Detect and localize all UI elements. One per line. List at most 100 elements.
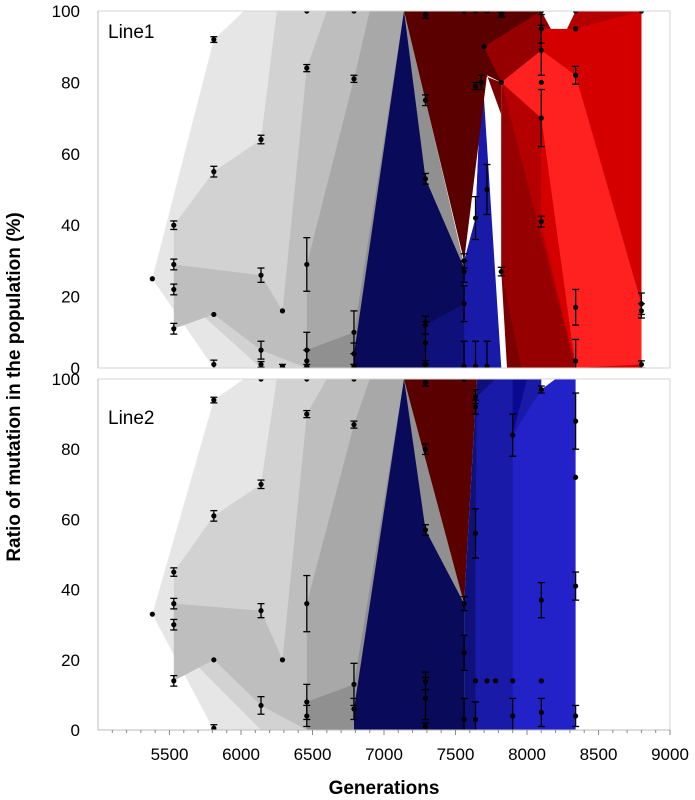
line1-data-point-14 (279, 363, 286, 368)
line2-data-point-45 (538, 678, 544, 684)
line1-data-point-58 (573, 304, 579, 310)
line1-data-point-64 (638, 361, 645, 368)
line1-data-point-18 (304, 358, 310, 364)
line1-data-point-39 (472, 363, 479, 368)
line1-data-point-57 (573, 26, 579, 32)
line1-data-point-11 (258, 347, 264, 353)
line1-data-point-45 (472, 11, 479, 14)
line2-data-point-30 (461, 650, 467, 656)
line2-data-point-50 (573, 713, 579, 719)
line2-data-point-11 (258, 702, 264, 709)
line1-data-point-19 (304, 11, 310, 14)
line2-data-point-2 (171, 601, 177, 607)
line2-data-point-28 (422, 723, 429, 730)
line1-data-point-34 (461, 301, 467, 307)
line2-data-point-22 (351, 379, 357, 382)
line1-data-point-63 (638, 308, 645, 314)
line1-area-layer-5 (354, 11, 465, 368)
line1-data-point-61 (638, 11, 644, 14)
line2-data-point-33 (472, 393, 479, 400)
line2-y-tick-label-5: 100 (52, 370, 80, 389)
line2-data-point-48 (573, 474, 579, 480)
line2-data-point-31 (461, 716, 467, 723)
line2-data-point-40 (510, 432, 516, 438)
line1-data-point-10 (258, 272, 264, 278)
panel-line1: 0 20 40 60 80 100 (52, 2, 671, 378)
panel-line2: 0 20 40 60 80 100 (52, 370, 671, 740)
line1-data-point-24 (351, 11, 357, 14)
line1-data-point-51 (538, 47, 544, 53)
line2-data-point-43 (538, 386, 544, 393)
x-tick-label-3: 7000 (365, 745, 403, 764)
line1-data-point-54 (538, 219, 544, 225)
line1-data-point-49 (498, 11, 504, 14)
line1-data-point-9 (258, 136, 264, 143)
x-tick-label-2: 6500 (294, 745, 332, 764)
x-tick-label-5: 8000 (508, 745, 546, 764)
line2-data-point-35 (472, 530, 479, 537)
line2-area-layer-5 (354, 379, 465, 730)
line2-data-point-44 (538, 597, 544, 603)
line1-data-point-55 (538, 11, 544, 14)
line2-data-point-20 (351, 681, 357, 687)
line2-area-layer-9 (512, 379, 576, 730)
line1-area-layer-13 (501, 50, 642, 368)
line1-data-point-33 (461, 269, 467, 275)
line1-data-point-25 (351, 363, 357, 368)
x-axis-title: Generations (329, 778, 440, 799)
line1-data-point-4 (171, 326, 177, 332)
line2-data-point-46 (538, 709, 544, 716)
line2-data-point-36 (472, 678, 479, 684)
line2-data-point-49 (573, 583, 579, 589)
line2-area-layer-6 (404, 379, 477, 604)
line1-data-point-6 (211, 169, 217, 175)
line1-data-point-35 (461, 363, 467, 368)
line1-data-point-12 (258, 361, 264, 368)
x-tick-label-6: 8500 (580, 745, 618, 764)
line2-data-point-27 (422, 695, 429, 702)
line2-data-point-6 (211, 513, 217, 519)
line1-data-point-3 (171, 286, 177, 293)
line1-area-layer-8 (404, 11, 542, 261)
line2-area-layer-10 (512, 379, 527, 436)
line2-data-point-37 (472, 716, 479, 723)
line2-y-tick-label-2: 40 (61, 581, 80, 600)
line2-data-point-9 (258, 481, 264, 487)
line2-data-point-34 (472, 404, 479, 410)
axes: 5500 6000 6500 7000 7500 8000 8500 9000 (98, 729, 689, 764)
line2-data-point-16 (304, 699, 310, 705)
line1-data-point-27 (422, 97, 429, 103)
line1-y-tick-label-5: 100 (52, 2, 80, 21)
line2-data-point-32 (461, 379, 467, 382)
line2-data-point-13 (279, 657, 286, 663)
line1-data-point-15 (304, 65, 310, 71)
line2-data-point-10 (258, 608, 264, 614)
line1-data-point-26 (422, 11, 429, 18)
line1-data-point-43 (484, 363, 490, 368)
line1-data-point-21 (351, 76, 357, 82)
line1-data-point-5 (211, 36, 217, 43)
line2-data-point-24 (422, 446, 429, 452)
line2-data-point-12 (258, 379, 264, 382)
line2-data-point-38 (484, 678, 490, 684)
line1-data-point-20 (304, 363, 310, 368)
line1-y-tick-label-3: 60 (61, 145, 80, 164)
line1-data-point-38 (472, 83, 479, 89)
line1-data-point-2 (171, 261, 177, 268)
line2-data-point-41 (510, 678, 516, 684)
line1-data-point-22 (351, 329, 357, 335)
line1-data-point-60 (573, 11, 579, 14)
line2-data-point-23 (422, 379, 429, 386)
x-tick-label-4: 7500 (437, 745, 475, 764)
line1-data-point-23 (351, 351, 357, 357)
line2-data-point-14 (304, 411, 310, 417)
line1-data-point-40 (478, 79, 484, 85)
line1-data-point-37 (472, 215, 479, 221)
panel-label-line1: Line1 (108, 22, 155, 43)
line2-data-point-17 (304, 713, 310, 719)
line1-data-point-48 (498, 269, 504, 275)
line1-data-point-56 (573, 72, 579, 78)
line1-data-point-36 (461, 11, 467, 14)
line1-y-tick-label-2: 40 (61, 216, 80, 235)
line2-data-point-8 (211, 725, 217, 730)
